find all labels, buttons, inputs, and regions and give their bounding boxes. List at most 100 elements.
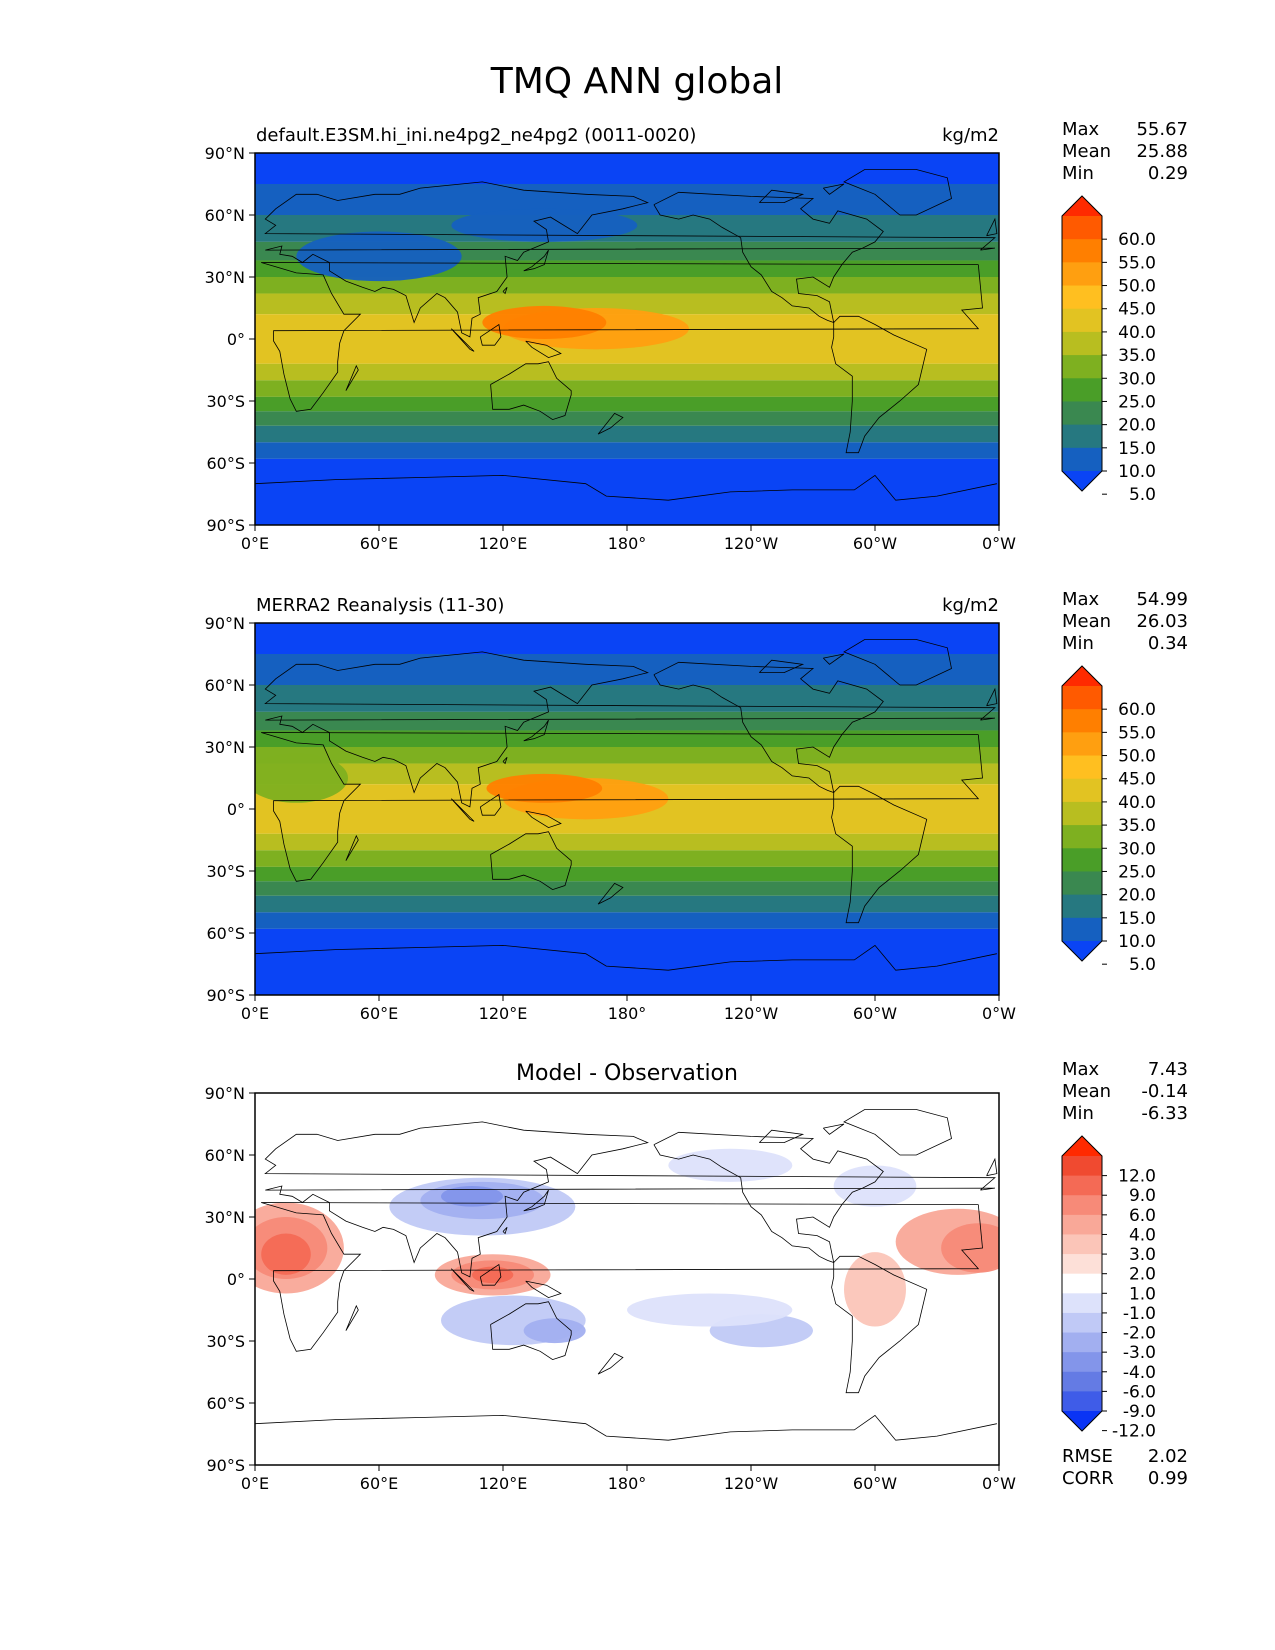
colorbar-model: 60.0 55.0 50.0 45.0 40.0 35.0 30.0 25.0 20.0 15.0… [1061,195,1156,505]
field-anomaly [844,1252,906,1327]
colorbar-tick-label: 12.0 [1118,1167,1156,1187]
lat-tick-label: 30°N [205,738,245,757]
colorbar-tick-label: 10.0 [1118,462,1156,482]
colorbar-segment [1062,239,1102,263]
colorbar-tick-label: 40.0 [1118,323,1156,343]
stat-value: 55.67 [1136,119,1188,140]
coastline [823,653,845,665]
stat-label: CORR [1062,1468,1114,1489]
field-anomaly [482,305,607,339]
stat-value: 7.43 [1148,1059,1188,1080]
colorbar-tick-label: 25.0 [1118,862,1156,882]
panel-diff: 90°N 60°N 30°N 0° 30°S 60°S 90°S0°E 60°E 120°E 18… [205,1059,1188,1493]
field-band [255,380,999,397]
field-band [255,730,999,747]
coastline [451,328,475,352]
field-anomaly [255,753,348,803]
coastline [525,1280,562,1299]
coastlines-model [255,169,998,501]
field-obs [255,623,999,995]
colorbar-segment [1062,801,1102,826]
field-band [255,833,999,851]
colorbar-max-extension [1062,666,1102,686]
colorbar-segment [1062,917,1102,942]
colorbar-tick-label: 50.0 [1118,747,1156,767]
coastline [345,834,359,861]
lat-tick-label: 60°N [205,1146,245,1165]
stats-diff: Max 7.43 Mean -0.14 Min -6.33 [1062,1059,1188,1124]
coastline [345,364,359,391]
field-band [255,912,999,929]
field-band [255,623,999,654]
lon-tick-label: 60°E [360,1004,398,1023]
coastline [597,882,624,905]
lon-tick-label: 120°E [479,1004,528,1023]
colorbar-segment [1062,1214,1102,1235]
colorbar-segment [1062,1371,1102,1392]
field-band [255,363,999,381]
stat-label: Mean [1062,141,1111,162]
coastline [831,315,928,454]
stat-label: Mean [1062,1081,1111,1102]
coastline [653,191,884,324]
colorbar-segment [1062,686,1102,710]
field-band [255,747,999,764]
coastline [523,1189,549,1212]
colorbar-tick-label: 60.0 [1118,700,1156,720]
coastline [843,639,952,686]
field-band [255,396,999,412]
field-anomaly [668,1148,793,1182]
coastline [986,687,998,707]
colorbar-tick-label: 45.0 [1118,770,1156,790]
colorbar-segment [1062,447,1102,472]
coastline [264,1121,996,1278]
field-band [255,763,999,785]
colorbar-max-extension [1062,1136,1102,1156]
stat-label: Mean [1062,611,1111,632]
coastline [479,1263,502,1286]
coastline [255,474,997,501]
colorbar-tick-label: -4.0 [1123,1363,1156,1383]
colorbar-tick-label: -12.0 [1112,1422,1156,1442]
colorbar-tick-label: 30.0 [1118,369,1156,389]
colorbar-segment [1062,1175,1102,1196]
field-band [255,928,999,995]
lat-tick-label: 0° [227,330,245,349]
colorbar-segment [1062,848,1102,872]
field-band [255,442,999,459]
lat-tick-label: 60°S [206,1394,245,1413]
coastline [823,1123,845,1135]
colorbar-segment [1062,871,1102,896]
colorbar-tick-label: 9.0 [1129,1186,1156,1206]
stat-value: 0.34 [1148,633,1188,654]
lon-tick-label: 0°E [241,534,269,553]
lat-tick-label: 30°N [205,268,245,287]
lon-tick-label: 120°W [724,1474,779,1493]
field-band [255,425,999,443]
colorbar-min-extension [1062,471,1102,491]
field-anomaly [451,208,638,242]
coastline [843,169,952,216]
colorbar-segment [1062,424,1102,449]
lon-tick-label: 0°W [982,534,1016,553]
lat-tick-label: 90°N [205,614,245,633]
lon-tick-label: 0°W [982,1474,1016,1493]
coastline [490,831,572,891]
colorbar-segment [1062,825,1102,849]
lon-tick-label: 60°W [853,1004,897,1023]
lat-tick-label: 90°S [206,516,245,535]
colorbar-tick-label: 45.0 [1118,300,1156,320]
coastline [759,659,805,673]
field-anomaly [523,1318,586,1344]
colorbar-tick-label: 6.0 [1129,1206,1156,1226]
coastline [831,785,928,924]
field-anomaly [627,1293,793,1327]
error-stats-diff: RMSE 2.02 CORR 0.99 [1062,1446,1188,1489]
colorbar-tick-label: -9.0 [1123,1402,1156,1422]
axis-ticks-diff: 90°N 60°N 30°N 0° 30°S 60°S 90°S0°E 60°E 120°E 18… [205,1084,1017,1493]
panel-title-obs: MERRA2 Reanalysis (11-30) [256,595,504,616]
stat-label: Min [1062,633,1094,654]
stat-label: Max [1062,1059,1100,1080]
lon-tick-label: 180° [608,1474,647,1493]
